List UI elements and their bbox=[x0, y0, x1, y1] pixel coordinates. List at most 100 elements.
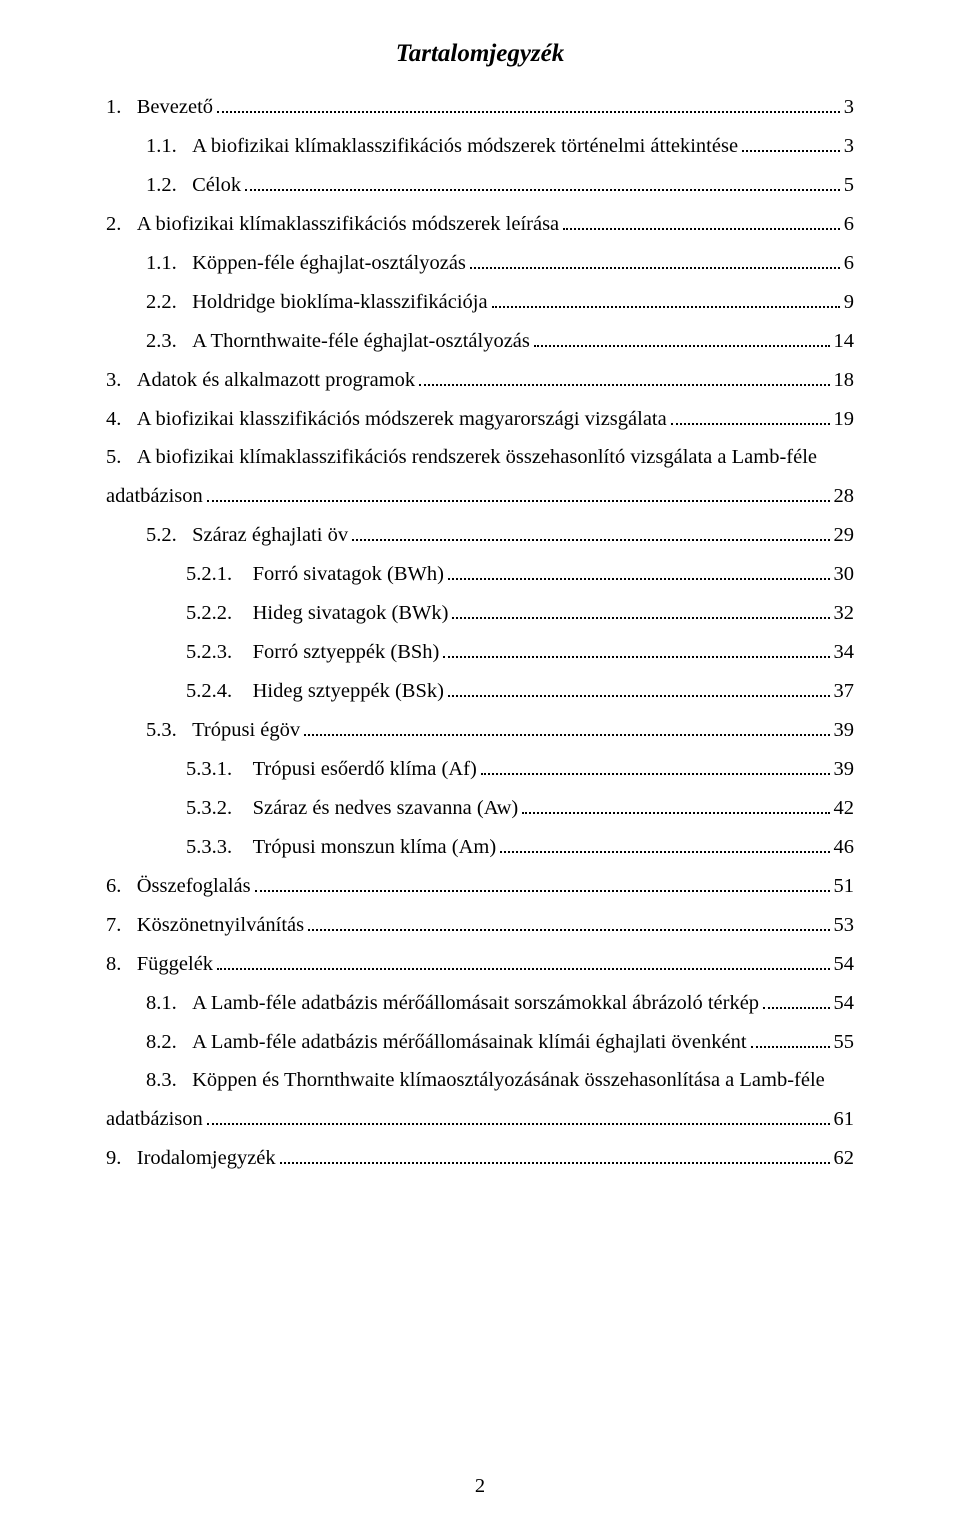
toc-entry: 7. Köszönetnyilvánítás53 bbox=[106, 906, 854, 945]
toc-entry: 8.2. A Lamb-féle adatbázis mérőállomásai… bbox=[106, 1023, 854, 1062]
toc-leader-dots bbox=[522, 795, 829, 813]
toc-entry-page: 9 bbox=[844, 283, 854, 322]
toc-entry-label: 3. Adatok és alkalmazott programok bbox=[106, 361, 415, 400]
toc-entry-label: 5.3.2. Száraz és nedves szavanna (Aw) bbox=[186, 789, 518, 828]
toc-entry: 8. Függelék 54 bbox=[106, 945, 854, 984]
toc-entry-label: 6. Összefoglalás bbox=[106, 867, 251, 906]
toc-leader-dots bbox=[742, 134, 840, 152]
toc-entry-page: 6 bbox=[844, 244, 854, 283]
toc-leader-dots bbox=[217, 95, 840, 113]
toc-entry-label: 8.3. Köppen és Thornthwaite klímaosztály… bbox=[146, 1061, 854, 1100]
toc-entry-label: 8. Függelék bbox=[106, 945, 213, 984]
toc-leader-dots bbox=[352, 523, 829, 541]
toc-entry-page: 46 bbox=[834, 828, 855, 867]
toc-entry: 1.1. A biofizikai klímaklasszifikációs m… bbox=[106, 127, 854, 166]
toc-leader-dots bbox=[207, 484, 830, 502]
toc-entry-page: 14 bbox=[834, 322, 855, 361]
toc-body: 1. Bevezető31.1. A biofizikai klímaklass… bbox=[106, 88, 854, 1178]
toc-entry: 5.3.3. Trópusi monszun klíma (Am) 46 bbox=[106, 828, 854, 867]
toc-entry: 5. A biofizikai klímaklasszifikációs ren… bbox=[106, 438, 854, 477]
toc-leader-dots bbox=[500, 834, 829, 852]
toc-entry-page: 5 bbox=[844, 166, 854, 205]
toc-entry: adatbázison 28 bbox=[106, 477, 854, 516]
toc-leader-dots bbox=[280, 1146, 830, 1164]
toc-entry-page: 28 bbox=[834, 477, 855, 516]
toc-entry-label: 4. A biofizikai klasszifikációs módszere… bbox=[106, 400, 667, 439]
toc-entry: 5.2.2. Hideg sivatagok (BWk) 32 bbox=[106, 594, 854, 633]
toc-entry-page: 34 bbox=[834, 633, 855, 672]
toc-entry-page: 61 bbox=[834, 1100, 855, 1139]
toc-entry-label: 2.3. A Thornthwaite-féle éghajlat-osztál… bbox=[146, 322, 530, 361]
toc-entry-page: 54 bbox=[834, 945, 855, 984]
toc-leader-dots bbox=[304, 718, 829, 736]
toc-leader-dots bbox=[419, 367, 829, 385]
toc-entry-label: 5.3.1. Trópusi esőerdő klíma (Af) bbox=[186, 750, 477, 789]
toc-entry-label: 5.2.1. Forró sivatagok (BWh) bbox=[186, 555, 444, 594]
toc-entry-page: 37 bbox=[834, 672, 855, 711]
toc-leader-dots bbox=[245, 172, 840, 190]
toc-leader-dots bbox=[534, 328, 830, 346]
toc-entry: 2.3. A Thornthwaite-féle éghajlat-osztál… bbox=[106, 322, 854, 361]
toc-entry-page: 55 bbox=[834, 1023, 855, 1062]
toc-entry-page: 39 bbox=[834, 711, 855, 750]
toc-entry-label: 9. Irodalomjegyzék bbox=[106, 1139, 276, 1178]
toc-entry-label: 8.1. A Lamb-féle adatbázis mérőállomásai… bbox=[146, 984, 759, 1023]
toc-entry: adatbázison 61 bbox=[106, 1100, 854, 1139]
toc-entry: 1.1. Köppen-féle éghajlat-osztályozás 6 bbox=[106, 244, 854, 283]
toc-entry: 8.1. A Lamb-féle adatbázis mérőállomásai… bbox=[106, 984, 854, 1023]
toc-entry-page: 39 bbox=[834, 750, 855, 789]
toc-entry-page: 62 bbox=[834, 1139, 855, 1178]
toc-entry-page: 42 bbox=[834, 789, 855, 828]
toc-leader-dots bbox=[207, 1107, 830, 1125]
toc-entry-label: 8.2. A Lamb-féle adatbázis mérőállomásai… bbox=[146, 1023, 747, 1062]
toc-leader-dots bbox=[452, 601, 829, 619]
toc-entry-label: adatbázison bbox=[106, 477, 203, 516]
toc-entry: 2. A biofizikai klímaklasszifikációs mód… bbox=[106, 205, 854, 244]
toc-entry: 1.2. Célok 5 bbox=[106, 166, 854, 205]
toc-entry-page: 6 bbox=[844, 205, 854, 244]
toc-entry-page: 19 bbox=[834, 400, 855, 439]
page-content: Tartalomjegyzék 1. Bevezető31.1. A biofi… bbox=[0, 0, 960, 1178]
toc-entry: 3. Adatok és alkalmazott programok 18 bbox=[106, 361, 854, 400]
toc-entry-label: 5. A biofizikai klímaklasszifikációs ren… bbox=[106, 438, 854, 477]
toc-leader-dots bbox=[563, 211, 840, 229]
toc-entry-page: 18 bbox=[834, 361, 855, 400]
toc-entry: 5.2.4. Hideg sztyeppék (BSk)37 bbox=[106, 672, 854, 711]
toc-entry-label: 1.2. Célok bbox=[146, 166, 241, 205]
toc-title: Tartalomjegyzék bbox=[106, 40, 854, 68]
toc-entry: 5.3. Trópusi égöv 39 bbox=[106, 711, 854, 750]
toc-entry: 2.2. Holdridge bioklíma-klasszifikációja… bbox=[106, 283, 854, 322]
toc-entry-label: 5.2. Száraz éghajlati öv bbox=[146, 516, 348, 555]
toc-entry-label: 1.1. Köppen-féle éghajlat-osztályozás bbox=[146, 244, 466, 283]
toc-entry: 9. Irodalomjegyzék 62 bbox=[106, 1139, 854, 1178]
toc-entry-page: 30 bbox=[834, 555, 855, 594]
toc-entry-label: 5.3. Trópusi égöv bbox=[146, 711, 300, 750]
toc-leader-dots bbox=[671, 406, 830, 424]
toc-entry-page: 53 bbox=[834, 906, 855, 945]
toc-entry-page: 51 bbox=[834, 867, 855, 906]
toc-leader-dots bbox=[470, 250, 840, 268]
toc-entry: 4. A biofizikai klasszifikációs módszere… bbox=[106, 400, 854, 439]
toc-leader-dots bbox=[217, 951, 829, 969]
toc-entry-label: adatbázison bbox=[106, 1100, 203, 1139]
toc-entry-label: 1.1. A biofizikai klímaklasszifikációs m… bbox=[146, 127, 738, 166]
toc-leader-dots bbox=[448, 562, 830, 580]
toc-entry-page: 29 bbox=[834, 516, 855, 555]
toc-entry-label: 5.3.3. Trópusi monszun klíma (Am) bbox=[186, 828, 496, 867]
toc-entry: 8.3. Köppen és Thornthwaite klímaosztály… bbox=[106, 1061, 854, 1100]
toc-entry: 1. Bevezető3 bbox=[106, 88, 854, 127]
toc-entry-page: 54 bbox=[834, 984, 855, 1023]
toc-entry-page: 3 bbox=[844, 88, 854, 127]
toc-entry: 5.2. Száraz éghajlati öv 29 bbox=[106, 516, 854, 555]
toc-entry-page: 3 bbox=[844, 127, 854, 166]
toc-entry: 6. Összefoglalás 51 bbox=[106, 867, 854, 906]
toc-entry-label: 5.2.3. Forró sztyeppék (BSh) bbox=[186, 633, 439, 672]
toc-leader-dots bbox=[481, 757, 830, 775]
toc-entry-label: 5.2.2. Hideg sivatagok (BWk) bbox=[186, 594, 448, 633]
toc-entry-page: 32 bbox=[834, 594, 855, 633]
toc-leader-dots bbox=[751, 1029, 830, 1047]
toc-leader-dots bbox=[448, 679, 830, 697]
toc-entry: 5.2.3. Forró sztyeppék (BSh) 34 bbox=[106, 633, 854, 672]
toc-leader-dots bbox=[443, 640, 829, 658]
toc-entry: 5.3.2. Száraz és nedves szavanna (Aw) 42 bbox=[106, 789, 854, 828]
